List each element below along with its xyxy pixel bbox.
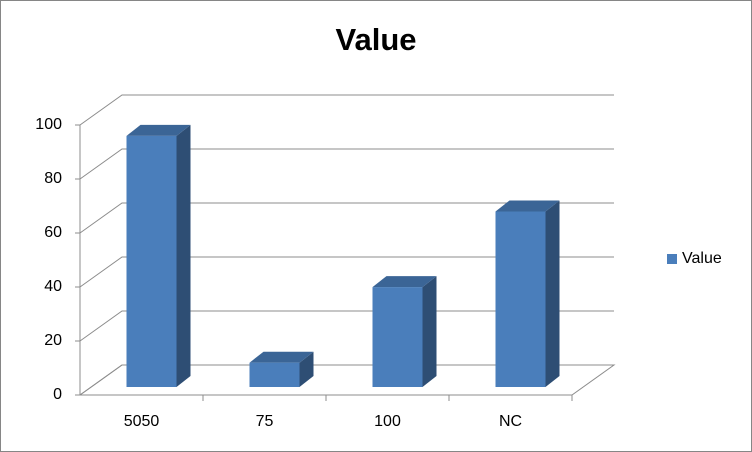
bar-side <box>422 276 437 387</box>
legend-label: Value <box>682 250 722 267</box>
y-tick-label: 60 <box>44 224 62 241</box>
bar-side <box>545 200 560 387</box>
grid-line <box>79 256 614 288</box>
y-tick-label: 20 <box>44 332 62 349</box>
x-tick-label: NC <box>499 413 522 430</box>
bar-top <box>249 351 314 363</box>
bar <box>372 287 423 387</box>
x-tick-label: 5050 <box>124 413 160 430</box>
bar-side <box>176 124 191 388</box>
grid-line <box>79 310 614 342</box>
bar <box>249 362 300 387</box>
y-tick-label: 0 <box>53 386 62 403</box>
y-tick-label: 80 <box>44 170 62 187</box>
x-tick-label: 75 <box>256 413 274 430</box>
bar <box>495 211 546 387</box>
bar-top <box>372 276 437 288</box>
legend-swatch <box>667 254 677 264</box>
y-tick-label: 100 <box>35 116 62 133</box>
grid-line <box>79 364 614 396</box>
grid-line <box>79 202 614 234</box>
grid-line <box>79 148 614 180</box>
bar-top <box>126 124 191 136</box>
bar-top <box>495 200 560 212</box>
bar-side <box>299 351 314 387</box>
x-tick-label: 100 <box>374 413 401 430</box>
chart-title: Value <box>336 22 417 57</box>
bar <box>126 135 177 387</box>
grid-line <box>79 94 614 126</box>
y-tick-label: 40 <box>44 278 62 295</box>
